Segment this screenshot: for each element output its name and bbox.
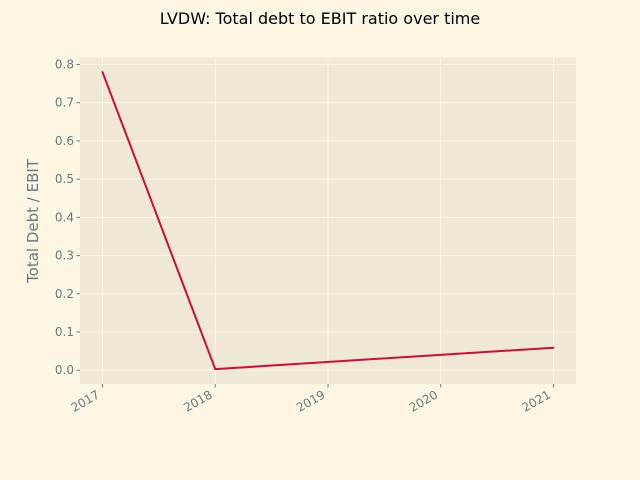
- y-axis-label: Total Debt / EBIT: [24, 158, 42, 284]
- y-tick-label: 0.0: [55, 363, 74, 377]
- y-tick-label: 0.7: [55, 96, 74, 110]
- y-tick-label: 0.6: [55, 134, 74, 148]
- y-tick-label: 0.5: [55, 172, 74, 186]
- grid-lines: [80, 57, 576, 384]
- y-tick-label: 0.4: [55, 210, 74, 224]
- y-tick-label: 0.2: [55, 287, 74, 301]
- y-tick-label: 0.1: [55, 325, 74, 339]
- chart-title: LVDW: Total debt to EBIT ratio over time: [160, 9, 480, 28]
- y-tick-label: 0.3: [55, 249, 74, 263]
- series-line: [101, 71, 555, 371]
- y-axis-ticks: 0.0 0.1 0.2 0.3 0.4 0.5 0.6 0.7 0.8: [55, 57, 80, 377]
- y-tick-label: 0.8: [55, 57, 74, 71]
- series-layer: [101, 71, 555, 371]
